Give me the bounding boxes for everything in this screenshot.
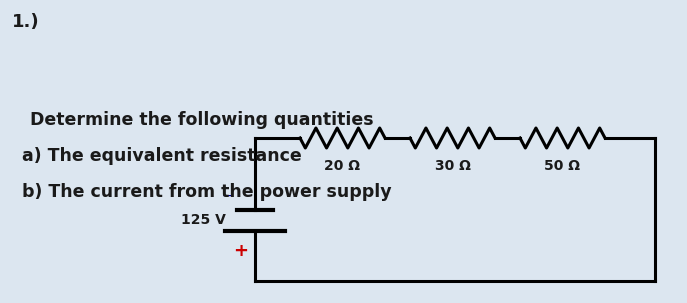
Text: 30 Ω: 30 Ω <box>435 159 471 173</box>
Text: +: + <box>234 242 249 260</box>
Text: 125 V: 125 V <box>181 214 225 228</box>
Text: 50 Ω: 50 Ω <box>545 159 581 173</box>
Text: 20 Ω: 20 Ω <box>324 159 361 173</box>
Text: b) The current from the power supply: b) The current from the power supply <box>22 183 392 201</box>
Text: 1.): 1.) <box>12 13 40 31</box>
Text: Determine the following quantities: Determine the following quantities <box>30 111 374 129</box>
Text: a) The equivalent resistance: a) The equivalent resistance <box>22 147 302 165</box>
Text: −: − <box>221 189 233 203</box>
